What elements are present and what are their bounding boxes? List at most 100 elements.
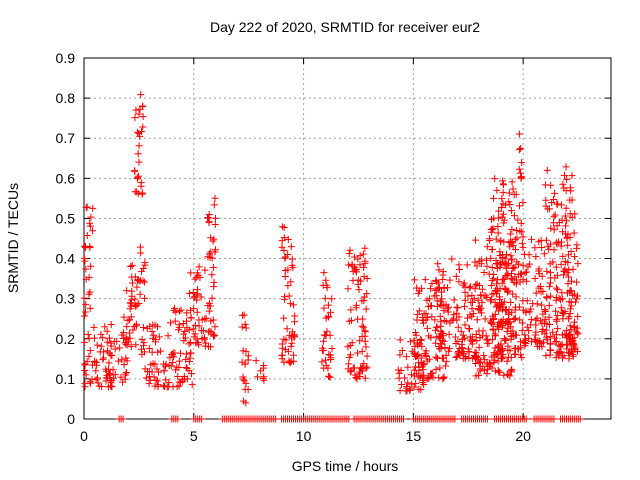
data-point	[199, 327, 207, 335]
data-point	[346, 368, 354, 376]
data-point	[128, 296, 136, 304]
data-point	[417, 336, 425, 344]
data-point	[363, 275, 371, 283]
data-point	[446, 345, 454, 353]
data-point	[320, 304, 328, 312]
data-point	[207, 248, 215, 256]
data-point	[146, 373, 154, 381]
data-point	[192, 273, 200, 281]
data-point	[92, 358, 100, 366]
data-point	[414, 311, 422, 319]
data-point	[107, 321, 115, 329]
data-point	[518, 239, 526, 247]
data-point	[433, 354, 441, 362]
data-point	[551, 189, 559, 197]
data-point	[562, 204, 570, 212]
data-point	[238, 358, 246, 366]
data-point	[204, 214, 212, 222]
data-point	[441, 343, 449, 351]
data-point	[139, 189, 147, 197]
data-point	[141, 294, 149, 302]
data-point	[361, 332, 369, 340]
data-point	[491, 367, 499, 375]
data-point	[552, 354, 560, 362]
data-point	[517, 219, 525, 227]
data-point	[545, 301, 553, 309]
data-point	[565, 349, 573, 357]
data-point	[135, 300, 143, 308]
data-point	[345, 250, 353, 258]
data-point	[198, 415, 206, 423]
y-axis-label: SRMTID / TECUs	[5, 183, 21, 293]
data-point	[503, 328, 511, 336]
data-point	[538, 244, 546, 252]
data-point	[477, 260, 485, 268]
data-point	[550, 226, 558, 234]
data-point	[547, 292, 555, 300]
data-point	[187, 306, 195, 314]
data-point	[517, 338, 525, 346]
data-point	[516, 227, 524, 235]
data-point	[328, 344, 336, 352]
data-point	[107, 351, 115, 359]
data-point	[452, 272, 460, 280]
data-point	[547, 224, 555, 232]
data-point	[172, 308, 180, 316]
data-point	[525, 327, 533, 335]
data-point	[82, 308, 90, 316]
data-point	[206, 253, 214, 261]
data-point	[554, 286, 562, 294]
data-point	[195, 316, 203, 324]
data-point	[513, 234, 521, 242]
data-point	[193, 269, 201, 277]
data-point	[557, 304, 565, 312]
data-point	[411, 329, 419, 337]
data-point	[480, 268, 488, 276]
data-point	[357, 365, 365, 373]
x-tick-label: 15	[406, 428, 422, 444]
data-point	[450, 296, 458, 304]
data-point	[455, 266, 463, 274]
data-point	[440, 284, 448, 292]
data-point	[532, 289, 540, 297]
data-point	[525, 334, 533, 342]
y-tick-label: 0.2	[56, 331, 76, 347]
data-point	[559, 180, 567, 188]
chart-title: Day 222 of 2020, SRMTID for receiver eur…	[210, 19, 480, 35]
data-point	[280, 224, 288, 232]
data-point	[411, 343, 419, 351]
data-point	[345, 360, 353, 368]
data-point	[135, 110, 143, 118]
data-point	[362, 305, 370, 313]
data-point	[453, 303, 461, 311]
data-point	[284, 282, 292, 290]
data-point	[281, 293, 289, 301]
data-point	[81, 312, 89, 320]
data-point	[500, 219, 508, 227]
data-point	[411, 363, 419, 371]
y-tick-label: 0.1	[56, 371, 76, 387]
y-tick-label: 0.9	[56, 50, 76, 66]
data-point	[554, 271, 562, 279]
data-point	[81, 242, 89, 250]
data-point	[519, 276, 527, 284]
data-point	[572, 295, 580, 303]
data-point	[82, 301, 90, 309]
data-point	[86, 244, 94, 252]
data-point	[395, 374, 403, 382]
data-point	[527, 305, 535, 313]
data-point	[138, 350, 146, 358]
data-point	[479, 285, 487, 293]
data-point	[454, 304, 462, 312]
data-point	[423, 375, 431, 383]
data-point	[288, 339, 296, 347]
data-point	[461, 321, 469, 329]
data-point	[559, 252, 567, 260]
data-point	[505, 198, 513, 206]
data-point	[81, 361, 89, 369]
data-point	[523, 277, 531, 285]
data-point	[481, 315, 489, 323]
data-point	[457, 328, 465, 336]
data-point	[345, 261, 353, 269]
data-point	[185, 326, 193, 334]
